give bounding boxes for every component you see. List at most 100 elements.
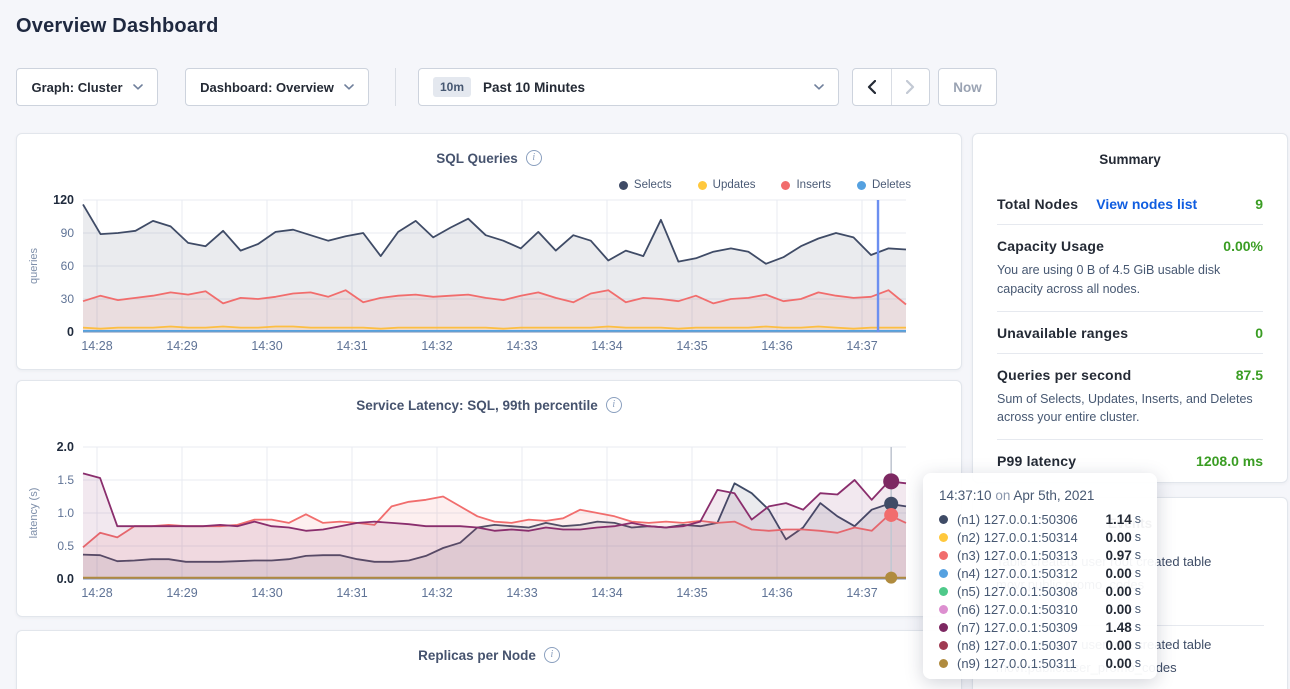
overview-dashboard-page: Overview Dashboard Graph: Cluster Dashbo…	[0, 0, 1290, 689]
svg-text:0.5: 0.5	[57, 539, 74, 553]
service-latency-panel: Service Latency: SQL, 99th percentile i …	[16, 380, 962, 617]
summary-row-capacity: Capacity Usage 0.00% You are using 0 B o…	[997, 225, 1263, 312]
capacity-usage-description: You are using 0 B of 4.5 GiB usable disk…	[997, 261, 1263, 299]
chart-title: Service Latency: SQL, 99th percentile	[356, 398, 598, 413]
svg-text:2.0: 2.0	[57, 440, 74, 454]
svg-text:14:31: 14:31	[336, 339, 367, 353]
svg-text:1.5: 1.5	[57, 473, 74, 487]
legend-dot	[698, 181, 707, 190]
svg-text:14:33: 14:33	[506, 586, 537, 600]
series-dot	[939, 659, 948, 668]
series-dot	[939, 641, 948, 650]
time-prev-button[interactable]	[853, 69, 891, 105]
series-dot	[939, 551, 948, 560]
series-dot	[939, 587, 948, 596]
p99-latency-value: 1208.0 ms	[1196, 453, 1263, 469]
svg-text:14:28: 14:28	[81, 339, 112, 353]
tooltip-row: (n1) 127.0.0.1:503061.14s	[939, 510, 1141, 528]
time-next-button[interactable]	[891, 69, 929, 105]
total-nodes-value: 9	[1255, 196, 1263, 212]
tooltip-row: (n4) 127.0.0.1:503120.00s	[939, 564, 1141, 582]
chevron-down-icon	[814, 84, 824, 90]
svg-text:14:34: 14:34	[591, 339, 622, 353]
replicas-per-node-panel: Replicas per Node i	[16, 630, 962, 689]
info-icon[interactable]: i	[526, 150, 542, 166]
legend-dot	[857, 181, 866, 190]
page-title: Overview Dashboard	[16, 15, 219, 38]
svg-text:0.0: 0.0	[57, 572, 74, 586]
chart-title: SQL Queries	[436, 151, 518, 166]
svg-text:14:33: 14:33	[506, 339, 537, 353]
chart-hover-tooltip: 14:37:10 on Apr 5th, 2021 (n1) 127.0.0.1…	[923, 473, 1157, 679]
svg-text:14:29: 14:29	[166, 586, 197, 600]
series-dot	[939, 569, 948, 578]
svg-text:0: 0	[67, 325, 74, 339]
legend-dot	[619, 181, 628, 190]
time-window-badge: 10m	[433, 77, 471, 97]
svg-text:14:36: 14:36	[761, 586, 792, 600]
info-icon[interactable]: i	[544, 647, 560, 663]
svg-text:30: 30	[61, 292, 75, 306]
time-window-label: Past 10 Minutes	[483, 80, 802, 95]
chart-title: Replicas per Node	[418, 648, 536, 663]
info-icon[interactable]: i	[606, 397, 622, 413]
tooltip-row: (n2) 127.0.0.1:503140.00s	[939, 528, 1141, 546]
tooltip-row: (n7) 127.0.0.1:503091.48s	[939, 618, 1141, 636]
tooltip-timestamp: 14:37:10 on Apr 5th, 2021	[939, 488, 1141, 503]
svg-text:latency (s): latency (s)	[28, 488, 40, 539]
svg-text:14:32: 14:32	[421, 339, 452, 353]
summary-row-unavailable-ranges: Unavailable ranges 0	[997, 312, 1263, 354]
svg-text:14:32: 14:32	[421, 586, 452, 600]
chevron-down-icon	[133, 84, 143, 90]
unavailable-ranges-value: 0	[1255, 325, 1263, 341]
summary-panel: Summary Total Nodes View nodes list 9 Ca…	[972, 133, 1288, 483]
tooltip-row: (n8) 127.0.0.1:503070.00s	[939, 636, 1141, 654]
legend-dot	[781, 181, 790, 190]
svg-text:1.0: 1.0	[57, 506, 74, 520]
series-dot	[939, 533, 948, 542]
summary-row-qps: Queries per second 87.5 Sum of Selects, …	[997, 354, 1263, 441]
svg-text:14:37: 14:37	[846, 339, 877, 353]
view-nodes-list-link[interactable]: View nodes list	[1096, 196, 1197, 212]
summary-title: Summary	[997, 152, 1263, 167]
chevron-left-icon	[867, 80, 876, 94]
svg-text:14:28: 14:28	[81, 586, 112, 600]
svg-text:14:30: 14:30	[251, 339, 282, 353]
capacity-usage-value: 0.00%	[1223, 238, 1263, 254]
series-dot	[939, 623, 948, 632]
series-dot	[939, 515, 948, 524]
tooltip-row: (n9) 127.0.0.1:503110.00s	[939, 654, 1141, 672]
svg-text:60: 60	[61, 259, 75, 273]
svg-text:14:31: 14:31	[336, 586, 367, 600]
service-latency-chart[interactable]: 14:28 14:29 14:30 14:31 14:32 14:33 14:34 14:35…	[17, 437, 961, 609]
time-window-selector[interactable]: 10m Past 10 Minutes	[418, 68, 839, 106]
svg-text:14:29: 14:29	[166, 339, 197, 353]
dashboard-selector-dropdown[interactable]: Dashboard: Overview	[185, 68, 369, 106]
sql-queries-panel: SQL Queries i Selects Updates Inserts De…	[16, 133, 962, 370]
graph-selector-dropdown[interactable]: Graph: Cluster	[16, 68, 158, 106]
chevron-right-icon	[906, 80, 915, 94]
sql-queries-chart[interactable]: 14:28 14:29 14:30 14:31 14:32 14:33 14:34 14:35…	[17, 190, 961, 362]
graph-selector-label: Graph: Cluster	[31, 80, 122, 95]
svg-text:14:35: 14:35	[676, 339, 707, 353]
svg-text:14:30: 14:30	[251, 586, 282, 600]
svg-text:120: 120	[53, 193, 74, 207]
toolbar-divider	[395, 68, 396, 106]
svg-text:queries: queries	[28, 247, 40, 284]
tooltip-row: (n5) 127.0.0.1:503080.00s	[939, 582, 1141, 600]
svg-text:90: 90	[61, 226, 75, 240]
chevron-down-icon	[344, 84, 354, 90]
time-step-buttons	[852, 68, 930, 106]
tooltip-row: (n3) 127.0.0.1:503130.97s	[939, 546, 1141, 564]
series-dot	[939, 605, 948, 614]
qps-description: Sum of Selects, Updates, Inserts, and De…	[997, 390, 1263, 428]
dashboard-selector-label: Dashboard: Overview	[200, 80, 334, 95]
svg-text:14:36: 14:36	[761, 339, 792, 353]
now-button[interactable]: Now	[938, 68, 997, 106]
svg-text:14:37: 14:37	[846, 586, 877, 600]
svg-text:14:34: 14:34	[591, 586, 622, 600]
tooltip-row: (n6) 127.0.0.1:503100.00s	[939, 600, 1141, 618]
summary-row-total-nodes: Total Nodes View nodes list 9	[997, 183, 1263, 225]
svg-text:14:35: 14:35	[676, 586, 707, 600]
qps-value: 87.5	[1236, 367, 1263, 383]
